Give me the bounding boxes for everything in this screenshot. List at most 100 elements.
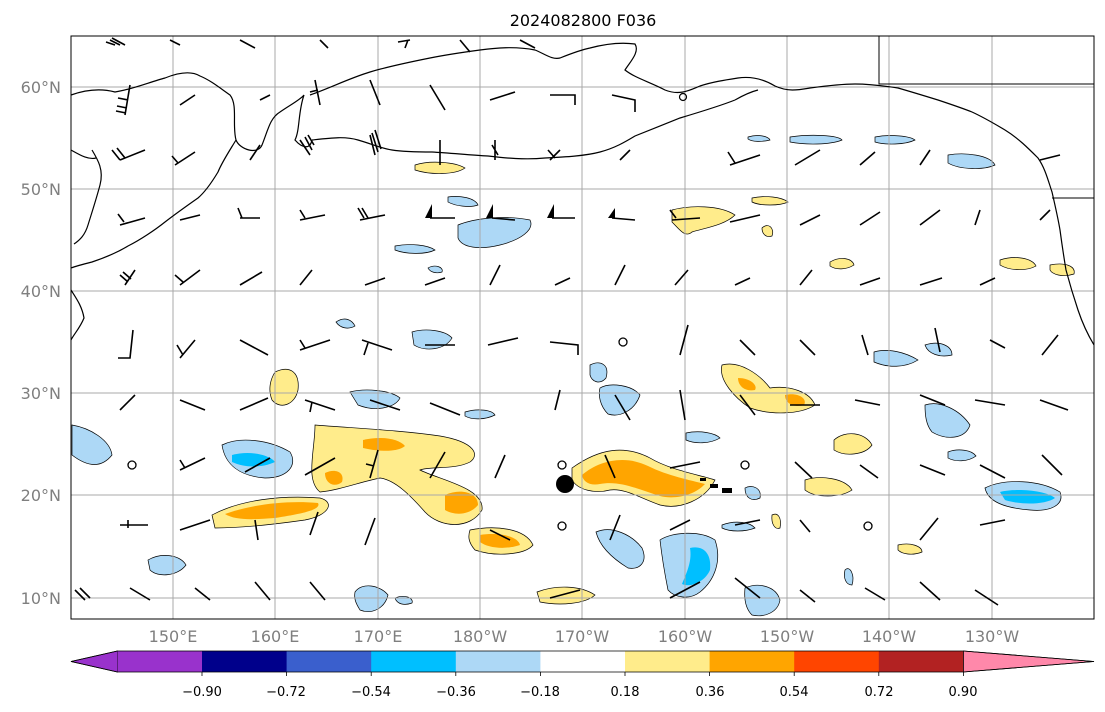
wind-barb xyxy=(604,454,616,479)
map-panel xyxy=(70,35,1095,620)
colorbar-extend-min xyxy=(70,650,118,673)
wind-barb xyxy=(239,39,256,49)
wind-barb xyxy=(179,214,201,221)
wind-barb xyxy=(974,209,981,226)
positive-anomaly-region xyxy=(829,258,855,270)
wind-barb xyxy=(1041,454,1063,476)
wind-barb xyxy=(237,207,260,219)
negative-anomaly-core xyxy=(1000,490,1055,504)
wind-barb xyxy=(799,269,813,286)
wind-barb xyxy=(919,464,946,476)
wind-barb xyxy=(674,269,689,286)
wind-barb xyxy=(259,94,271,101)
lon-label: 140°W xyxy=(862,627,917,646)
negative-anomaly-region xyxy=(721,521,756,532)
wind-barb xyxy=(299,134,315,156)
wind-flag xyxy=(608,208,615,218)
colorbar-tick-labels: −0.90 −0.72 −0.54 −0.36 −0.18 0.18 0.36 … xyxy=(182,685,977,700)
lat-labels: 60°N 50°N 40°N 30°N 20°N 10°N xyxy=(21,78,61,608)
wind-barb xyxy=(611,94,636,112)
negative-anomaly-region xyxy=(71,424,113,465)
wind-barbs xyxy=(74,37,1069,606)
positive-anomaly-core xyxy=(445,491,478,514)
negative-anomaly-region xyxy=(354,585,389,612)
sakhalin-coastline xyxy=(73,149,102,245)
wind-barb xyxy=(74,587,91,601)
wind-flags xyxy=(425,204,615,218)
colorbar-bin xyxy=(117,651,202,672)
positive-anomaly-region xyxy=(771,513,781,529)
wind-barb xyxy=(549,589,581,599)
wind-barb xyxy=(919,581,941,601)
lat-label: 60°N xyxy=(21,78,61,97)
wind-barb xyxy=(974,589,999,606)
wind-barb xyxy=(859,211,881,226)
colorbar-outline xyxy=(70,650,1095,673)
wind-barb xyxy=(734,577,761,599)
wind-barb xyxy=(799,214,821,226)
japan-coastline xyxy=(70,289,85,341)
wind-barb xyxy=(254,581,271,601)
lat-label: 40°N xyxy=(21,282,61,301)
lon-label: 160°W xyxy=(658,627,713,646)
wind-barb xyxy=(357,207,386,221)
wind-barb xyxy=(118,329,134,359)
positive-anomaly-region xyxy=(536,586,596,605)
colorbar-bin xyxy=(625,651,711,672)
wind-barb xyxy=(244,457,271,473)
colorbar-tick-label: 0.54 xyxy=(780,685,809,700)
wind-barb xyxy=(369,79,381,106)
wind-barb xyxy=(859,151,876,166)
wind-barb xyxy=(669,519,691,531)
positive-anomaly-region xyxy=(761,225,774,237)
wind-barb xyxy=(919,209,941,226)
okhotsk-coastline xyxy=(70,149,97,160)
negative-anomaly-region xyxy=(947,153,996,169)
wind-barb xyxy=(854,399,881,406)
calm-wind-circle xyxy=(557,460,567,470)
wind-flag xyxy=(547,204,554,218)
positive-anomaly-core xyxy=(225,502,319,520)
wind-barb xyxy=(979,464,1006,479)
lat-label: 10°N xyxy=(21,589,61,608)
colorbar-bin xyxy=(540,651,626,672)
wind-barb xyxy=(519,39,536,49)
negative-anomaly-region xyxy=(598,384,641,416)
negative-anomaly-region xyxy=(147,555,187,576)
lon-label: 150°W xyxy=(760,627,815,646)
wind-barb xyxy=(864,587,886,601)
negative-anomaly-region xyxy=(844,568,854,586)
lon-label: 170°W xyxy=(555,627,610,646)
wind-barb xyxy=(119,269,136,286)
calm-markers xyxy=(127,337,873,531)
wind-barb xyxy=(727,151,761,166)
colorbar-tick-label: 0.36 xyxy=(696,685,725,700)
wind-barb xyxy=(979,277,996,286)
colorbar-tick-label: −0.54 xyxy=(351,685,391,700)
wind-barb xyxy=(429,84,446,111)
colorbar-tick-label: −0.18 xyxy=(520,685,560,700)
alaska-coastline xyxy=(309,42,1095,346)
colorbar-bin xyxy=(371,651,457,672)
lon-label: 160°E xyxy=(251,627,300,646)
wind-barb xyxy=(429,402,461,416)
wind-barb xyxy=(794,149,821,166)
wind-barb xyxy=(319,39,329,49)
calm-wind-circle xyxy=(557,521,567,531)
negative-anomaly-region xyxy=(924,403,971,438)
negative-anomaly-region xyxy=(447,196,479,207)
wind-barb xyxy=(799,519,811,533)
lon-labels: 150°E 160°E 170°E 180°W 170°W 160°W 150°… xyxy=(149,627,1020,646)
wind-barb xyxy=(799,589,816,603)
wind-barb xyxy=(549,341,579,355)
map-frame xyxy=(70,35,1095,620)
wind-barb xyxy=(304,399,336,413)
kamchatka-coastline xyxy=(70,139,237,269)
wind-barb xyxy=(239,397,269,411)
lat-label: 30°N xyxy=(21,384,61,403)
wind-barb xyxy=(361,339,393,356)
positive-anomaly-core xyxy=(785,394,805,406)
wind-barb xyxy=(194,587,211,601)
wind-barb xyxy=(309,581,326,601)
positive-anomaly-region xyxy=(414,161,466,174)
